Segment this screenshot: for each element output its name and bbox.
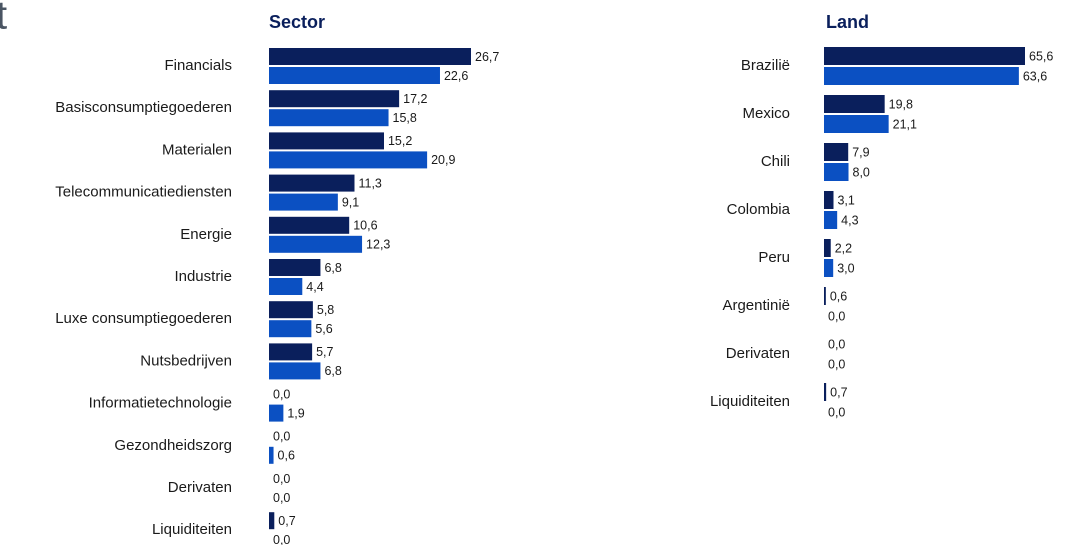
bar <box>269 362 321 380</box>
value-label: 22,6 <box>444 69 468 83</box>
value-label: 10,6 <box>353 219 377 233</box>
bar <box>824 163 849 181</box>
category-label: Financials <box>164 57 232 74</box>
value-label: 20,9 <box>431 153 455 167</box>
bar <box>824 383 827 401</box>
value-label: 3,1 <box>837 193 854 207</box>
category-label: Industrie <box>174 268 232 285</box>
bar <box>269 109 389 127</box>
value-label: 3,0 <box>837 261 854 275</box>
value-label: 4,4 <box>306 280 323 294</box>
value-label: 0,0 <box>828 357 845 371</box>
category-label: Nutsbedrijven <box>140 352 232 369</box>
value-label: 6,8 <box>324 261 341 275</box>
category-label: Colombia <box>727 201 791 218</box>
category-label: Materialen <box>162 141 232 158</box>
category-label: Derivaten <box>168 479 232 496</box>
category-label: Peru <box>758 249 790 266</box>
value-label: 21,1 <box>893 117 917 131</box>
category-label: Energie <box>180 226 232 243</box>
bar <box>269 278 303 295</box>
value-label: 0,7 <box>830 385 847 399</box>
value-label: 4,3 <box>841 213 858 227</box>
category-label: Liquiditeiten <box>152 521 232 538</box>
value-label: 0,6 <box>278 449 295 463</box>
value-label: 0,0 <box>273 533 290 545</box>
bar <box>269 446 274 464</box>
value-label: 0,0 <box>828 405 845 419</box>
value-label: 5,7 <box>316 345 333 359</box>
value-label: 5,8 <box>317 303 334 317</box>
category-label: Basisconsumptiegoederen <box>55 99 232 116</box>
value-label: 12,3 <box>366 238 390 252</box>
value-label: 15,2 <box>388 134 412 148</box>
value-label: 15,8 <box>393 111 417 125</box>
value-label: 17,2 <box>403 92 427 106</box>
bar <box>824 287 826 305</box>
value-label: 26,7 <box>475 50 499 64</box>
value-label: 0,0 <box>273 387 290 401</box>
chart-title: Land <box>826 12 869 32</box>
chart-title: Sector <box>269 12 325 32</box>
value-label: 8,0 <box>853 165 870 179</box>
value-label: 63,6 <box>1023 69 1047 83</box>
value-label: 0,7 <box>278 514 295 528</box>
bar <box>269 48 471 65</box>
value-label: 5,6 <box>315 322 332 336</box>
bar <box>824 259 834 277</box>
category-label: Chili <box>761 153 790 170</box>
bar <box>824 47 1025 65</box>
bar <box>269 216 350 234</box>
bar <box>269 67 440 84</box>
bar <box>269 151 428 169</box>
category-label: Brazilië <box>741 57 790 74</box>
cut-heading: t <box>0 0 7 38</box>
bar <box>824 143 849 161</box>
bar <box>824 67 1019 85</box>
bar <box>824 191 834 209</box>
bar <box>269 90 400 108</box>
category-label: Gezondheidszorg <box>114 437 232 454</box>
value-label: 2,2 <box>835 241 852 255</box>
bar <box>269 235 363 253</box>
value-label: 0,6 <box>830 289 847 303</box>
category-label: Derivaten <box>726 345 790 362</box>
value-label: 11,3 <box>358 176 381 190</box>
bar <box>269 320 312 338</box>
category-label: Liquiditeiten <box>710 393 790 410</box>
bar <box>269 512 275 530</box>
value-label: 0,0 <box>273 491 290 505</box>
value-label: 65,6 <box>1029 49 1053 63</box>
bar <box>824 211 838 229</box>
bar <box>824 115 889 133</box>
bar <box>269 132 384 150</box>
bar <box>269 343 313 361</box>
bar <box>824 239 831 257</box>
bar <box>269 193 338 211</box>
value-label: 9,1 <box>342 195 359 209</box>
category-label: Telecommunicatiediensten <box>55 184 232 201</box>
category-label: Luxe consumptiegoederen <box>55 310 232 327</box>
bar <box>824 95 885 113</box>
category-label: Mexico <box>742 105 790 122</box>
bar <box>269 404 284 422</box>
value-label: 0,0 <box>828 309 845 323</box>
value-label: 1,9 <box>287 406 304 420</box>
bar <box>269 301 313 319</box>
category-label: Informatietechnologie <box>89 395 232 412</box>
bar <box>269 174 355 192</box>
value-label: 7,9 <box>852 145 869 159</box>
bar <box>269 259 321 276</box>
value-label: 0,0 <box>828 337 845 351</box>
value-label: 6,8 <box>324 364 341 378</box>
value-label: 0,0 <box>273 430 290 444</box>
value-label: 19,8 <box>889 97 913 111</box>
value-label: 0,0 <box>273 472 290 486</box>
category-label: Argentinië <box>722 297 790 314</box>
